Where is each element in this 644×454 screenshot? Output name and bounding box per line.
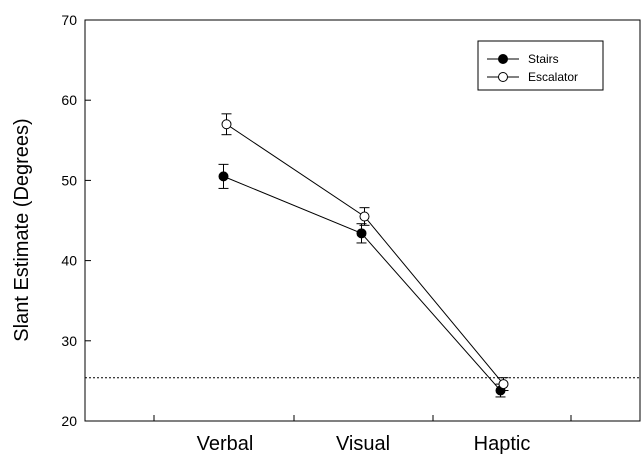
legend-box	[477, 40, 604, 91]
y-tick-label: 60	[61, 92, 77, 108]
series-line-stairs	[223, 175, 501, 391]
legend-label-stairs: Stairs	[528, 52, 559, 66]
data-point-escalator	[498, 379, 509, 390]
y-tick-label: 50	[61, 172, 77, 188]
legend-marker-stairs	[498, 54, 508, 64]
data-point-stairs	[356, 228, 367, 239]
y-tick-label: 20	[61, 413, 77, 429]
x-axis-ticks: Verbal Visual Haptic	[84, 415, 641, 454]
x-tick-label: Visual	[336, 433, 390, 454]
y-axis-title: Slant Estimate (Degrees)	[11, 118, 33, 341]
data-point-escalator	[221, 119, 232, 130]
legend-label-escalator: Escalator	[528, 70, 578, 84]
x-tick-label: Verbal	[197, 433, 254, 454]
data-point-escalator	[359, 211, 370, 222]
legend-marker-escalator	[498, 72, 508, 82]
data-point-stairs	[218, 171, 229, 182]
y-axis-ticks: 20 30 40 50 60 70	[61, 12, 91, 429]
series-layer	[218, 113, 509, 398]
legend: Stairs Escalator	[477, 40, 604, 91]
series-line-escalator	[226, 123, 504, 385]
x-tick-label: Haptic	[474, 433, 531, 454]
y-tick-label: 30	[61, 333, 77, 349]
y-tick-label: 40	[61, 253, 77, 269]
plot-area-frame	[84, 19, 641, 422]
y-tick-label: 70	[61, 12, 77, 28]
